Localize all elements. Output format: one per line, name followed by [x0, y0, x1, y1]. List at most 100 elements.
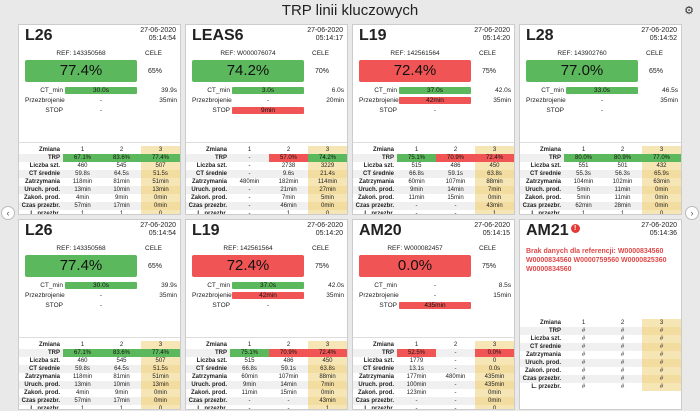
trp-value: 74.2% — [192, 60, 304, 82]
table-cell: 46min — [269, 202, 308, 210]
table-row: CT średnie 66.8s 59.1s 63.8s — [353, 170, 514, 178]
trp-value: 77.4% — [25, 255, 137, 277]
table-cell: # — [581, 367, 586, 374]
table-cell: 11min — [408, 194, 425, 201]
stat-row: Przezbrojenie 42min 35min — [192, 292, 344, 300]
reference: REF: 142561564 — [390, 50, 440, 57]
table-cell: 88min — [475, 178, 514, 186]
table-row: L. przezbr. 1 1 0 — [19, 405, 180, 410]
row-label: Uruch. prod. — [520, 186, 564, 194]
table-cell: 59.8s — [63, 170, 102, 178]
table-cell: 0min — [475, 194, 514, 202]
table-cell: 0min — [475, 397, 514, 405]
table-cell: 1 — [286, 210, 291, 215]
table-cell: 0min — [642, 194, 681, 202]
stat-target: 35min — [660, 97, 678, 104]
table-cell: # — [564, 375, 603, 383]
stat-target: 42.0s — [495, 87, 511, 94]
prev-page-button[interactable]: ‹ — [1, 206, 15, 220]
targets-label: CELE — [479, 50, 496, 57]
line-card[interactable]: AM20 27-06-2020 05:14:15 REF: W000082457 CEL… — [352, 219, 515, 410]
row-label: Uruch. prod. — [19, 186, 63, 194]
stat-value: - — [99, 302, 103, 309]
table-cell: 43min — [475, 202, 514, 210]
trp-value: 72.4% — [359, 60, 471, 82]
row-label: Zakoń. prod. — [525, 194, 561, 201]
table-row: TRP 52.5% -0.0% — [353, 349, 514, 357]
row-label: Liczba szt. — [29, 357, 60, 364]
line-name: L26 — [25, 27, 53, 45]
table-cell: 0min — [642, 186, 681, 194]
row-label: Zakoń. prod. — [24, 389, 60, 396]
card-header: LEAS6 27-06-2020 05:14:17 — [186, 25, 347, 49]
table-cell: - — [454, 357, 457, 364]
table-cell: 507 — [141, 357, 180, 365]
trp-value: 77.4% — [25, 60, 137, 82]
line-card[interactable]: L28 27-06-2020 05:14:52 REF: 143902760 CELE 7… — [519, 24, 682, 215]
table-cell: - — [248, 194, 251, 201]
stat-value: 30.0s — [65, 282, 137, 289]
table-row: L. przezbr. - - 0 — [353, 405, 514, 409]
table-cell: 1 — [80, 405, 85, 410]
table-cell: 57min — [63, 202, 102, 210]
table-cell: 14min — [269, 381, 308, 389]
line-name-text: AM20 — [359, 222, 402, 239]
table-row: Zmiana 1 2 3 — [19, 341, 180, 349]
line-card[interactable]: L26 27-06-2020 05:14:54 REF: 143350568 CELE 7… — [18, 219, 181, 410]
table-cell: 2738 — [281, 162, 296, 169]
row-label: Uruch. prod. — [353, 186, 397, 194]
table-row: Zatrzymania 60min 107min 88min — [186, 373, 347, 381]
line-card[interactable]: L19 27-06-2020 05:14:20 REF: 142561564 CELE 7… — [352, 24, 515, 215]
table-row: Zakoń. prod. 4min 9min 0min — [19, 194, 180, 202]
table-cell: 0 — [475, 405, 514, 409]
table-cell: - — [436, 202, 475, 210]
row-label: Zmiana — [38, 341, 60, 348]
table-row: TRP 75.1% 70.9% 72.4% — [353, 154, 514, 162]
table-cell: 118min — [72, 373, 93, 380]
row-label: CT średnie — [520, 170, 564, 178]
table-cell: 83.6% — [102, 154, 141, 162]
gear-icon[interactable]: ⚙ — [684, 5, 694, 17]
table-cell: 515 — [411, 162, 422, 169]
stat-label: Przezbrojenie — [25, 292, 65, 299]
table-row: Czas przezbr. 62min 28min 0min — [520, 202, 681, 210]
shift-header: 3 — [475, 146, 514, 154]
table-cell: # — [620, 383, 625, 390]
stat-label: CT_min — [40, 282, 63, 289]
stat-value: 42min — [232, 292, 304, 299]
date-text: 27-06-2020 — [474, 27, 510, 34]
row-label: Zmiana — [205, 341, 227, 348]
stat-row: Przezbrojenie 42min 35min — [359, 97, 511, 105]
card-header: AM20 27-06-2020 05:14:15 — [353, 220, 514, 244]
table-cell: 9min — [114, 389, 128, 396]
stat-value: - — [266, 302, 270, 309]
next-page-button[interactable]: › — [685, 206, 699, 220]
line-card[interactable]: AM21! 27-06-2020 05:14:36 Brak danych dla r… — [519, 219, 682, 410]
stat-target: 8.5s — [498, 282, 511, 289]
line-card[interactable]: L19 27-06-2020 05:14:20 REF: 142561564 CELE 7… — [185, 219, 348, 410]
table-row: Liczba szt. 515 486 450 — [353, 162, 514, 170]
table-cell: 21min — [269, 186, 308, 194]
row-label: Zakoń. prod. — [191, 194, 227, 201]
line-card[interactable]: LEAS6 27-06-2020 05:14:17 REF: W000076074 CE… — [185, 24, 348, 215]
table-row: Czas przezbr. - -43min — [353, 202, 514, 210]
stat-row: CT_min 3.0s 6.0s — [192, 87, 344, 95]
stat-row: CT_min 30.0s 39.9s — [25, 87, 177, 95]
line-name: L28 — [526, 27, 554, 45]
table-cell: 13.1s — [397, 365, 436, 373]
table-cell: 9min — [114, 194, 128, 201]
targets-label: CELE — [479, 245, 496, 252]
row-label: Zatrzymania — [525, 178, 561, 185]
stat-row: Przezbrojenie - 35min — [25, 292, 177, 300]
table-row: CT średnie 55.3s 56.3s 65.9s — [520, 170, 681, 178]
row-label: Uruch. prod. — [520, 359, 564, 367]
shift-table: Zmiana 1 2 3 TRP 80.0% 80.9% 77.0% Liczba szt. 55… — [520, 146, 681, 214]
reference: REF: 142561564 — [223, 245, 273, 252]
stat-label: CT_min — [541, 87, 564, 94]
table-cell: 60min — [241, 373, 258, 380]
stat-row: CT_min 33.0s 46.5s — [526, 87, 678, 95]
table-cell: 10min — [102, 381, 141, 389]
shift-header: 2 — [119, 146, 124, 153]
table-row: Zakoń. prod. 5min 11min 0min — [520, 194, 681, 202]
line-card[interactable]: L26 27-06-2020 05:14:54 REF: 143350568 CELE 7… — [18, 24, 181, 215]
